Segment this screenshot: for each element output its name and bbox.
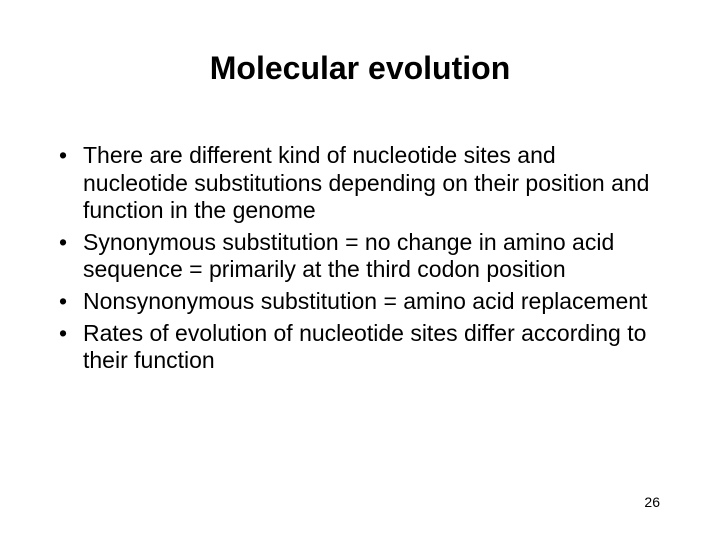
list-item: Synonymous substitution = no change in a… (55, 229, 665, 284)
list-item: There are different kind of nucleotide s… (55, 142, 665, 225)
slide: Molecular evolution There are different … (0, 0, 720, 540)
list-item: Rates of evolution of nucleotide sites d… (55, 320, 665, 375)
list-item: Nonsynonymous substitution = amino acid … (55, 288, 665, 316)
bullet-list: There are different kind of nucleotide s… (55, 142, 665, 375)
page-number: 26 (644, 494, 660, 510)
slide-title: Molecular evolution (55, 50, 665, 87)
